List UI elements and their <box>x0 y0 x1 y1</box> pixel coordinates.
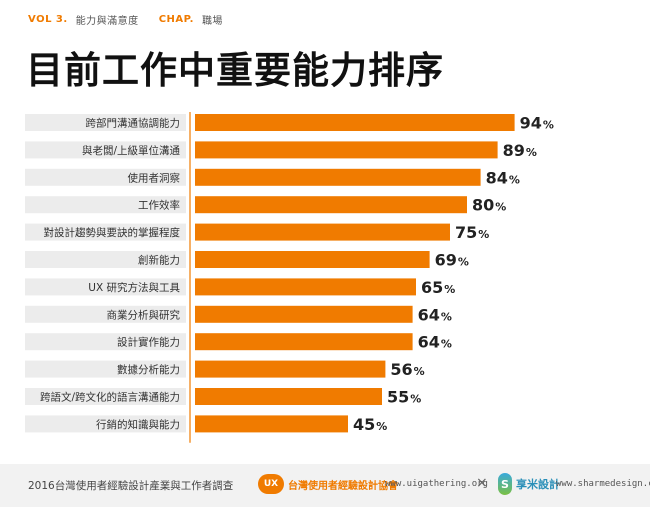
sharme-name: 享米設計 <box>516 478 560 491</box>
category-label-bg <box>25 196 186 214</box>
category-label-bg <box>25 114 186 131</box>
data-label: 84% <box>486 168 520 187</box>
bar <box>195 141 498 159</box>
bar <box>195 168 481 186</box>
bar <box>195 251 430 268</box>
data-label: 89% <box>503 141 537 160</box>
bar <box>195 415 348 433</box>
category-label: 設計實作能力 <box>117 336 180 349</box>
category-label-bg <box>25 223 186 241</box>
data-label: 75% <box>455 223 489 242</box>
category-label: 與老闆/上級單位溝通 <box>82 144 181 157</box>
bar <box>195 196 467 214</box>
category-label: 創新能力 <box>138 254 180 267</box>
volume-subtitle: 能力與滿意度 <box>75 15 139 27</box>
category-label-bg <box>25 278 186 296</box>
bar <box>195 305 413 323</box>
data-label: 69% <box>435 251 469 270</box>
uxa-url[interactable]: www.uigathering.org <box>385 479 488 489</box>
footer: 2016台灣使用者經驗設計產業與工作者調查 UX 台灣使用者經驗設計協會 www… <box>0 464 650 507</box>
volume-label: VOL 3. <box>28 13 68 25</box>
data-label: 56% <box>390 360 424 379</box>
sharme-url[interactable]: www.sharmedesign.com <box>556 479 650 489</box>
bar-chart: 跨部門溝通協調能力 94% 與老闆/上級單位溝通 89% 使用者洞察 84% 工作效率 80%… <box>25 112 554 443</box>
category-label-bg <box>25 141 186 159</box>
category-label: 對設計趨勢與要訣的掌握程度 <box>44 226 181 239</box>
bar <box>195 388 382 405</box>
category-label-bg <box>25 333 186 351</box>
data-label: 65% <box>421 278 455 297</box>
bar <box>195 333 413 351</box>
sharme-logo-icon: S <box>498 473 512 495</box>
category-label: 行銷的知識與能力 <box>96 418 180 431</box>
uxa-name: 台灣使用者經驗設計協會 <box>288 480 398 492</box>
category-label-bg <box>25 388 186 405</box>
category-label-bg <box>25 360 186 378</box>
data-label: 94% <box>520 114 554 133</box>
category-label-bg <box>25 251 186 268</box>
category-label: UX 研究方法與工具 <box>88 281 180 294</box>
times-icon: × <box>476 475 488 491</box>
category-label: 工作效率 <box>138 199 180 212</box>
category-label: 跨部門溝通協調能力 <box>86 117 181 130</box>
category-label: 數據分析能力 <box>117 363 180 376</box>
data-label: 45% <box>353 415 387 434</box>
category-label-bg <box>25 305 186 323</box>
uxa-logo-icon: UX <box>258 474 284 494</box>
category-label-bg <box>25 415 186 433</box>
uxa-logo: UX 台灣使用者經驗設計協會 <box>258 474 398 494</box>
bar <box>195 114 515 131</box>
data-label: 80% <box>472 196 506 215</box>
page-title: 目前工作中重要能力排序 <box>26 49 444 92</box>
data-label: 55% <box>387 388 421 407</box>
data-label: 64% <box>418 305 452 324</box>
chapter-label: CHAP. <box>158 13 194 25</box>
bar <box>195 278 416 296</box>
category-label: 跨語文/跨文化的語言溝通能力 <box>40 391 180 404</box>
data-label: 64% <box>418 333 452 352</box>
category-label-bg <box>25 168 186 186</box>
bar <box>195 360 386 378</box>
header-bar: VOL 3. 能力與滿意度 CHAP. 職場 <box>28 10 223 28</box>
sharme-logo: S 享米設計 <box>498 473 560 495</box>
category-label: 使用者洞察 <box>128 171 181 184</box>
chapter-subtitle: 職場 <box>201 15 223 27</box>
category-label: 商業分析與研究 <box>107 308 181 321</box>
bar <box>195 223 450 241</box>
survey-title: 2016台灣使用者經驗設計產業與工作者調查 <box>28 480 234 492</box>
